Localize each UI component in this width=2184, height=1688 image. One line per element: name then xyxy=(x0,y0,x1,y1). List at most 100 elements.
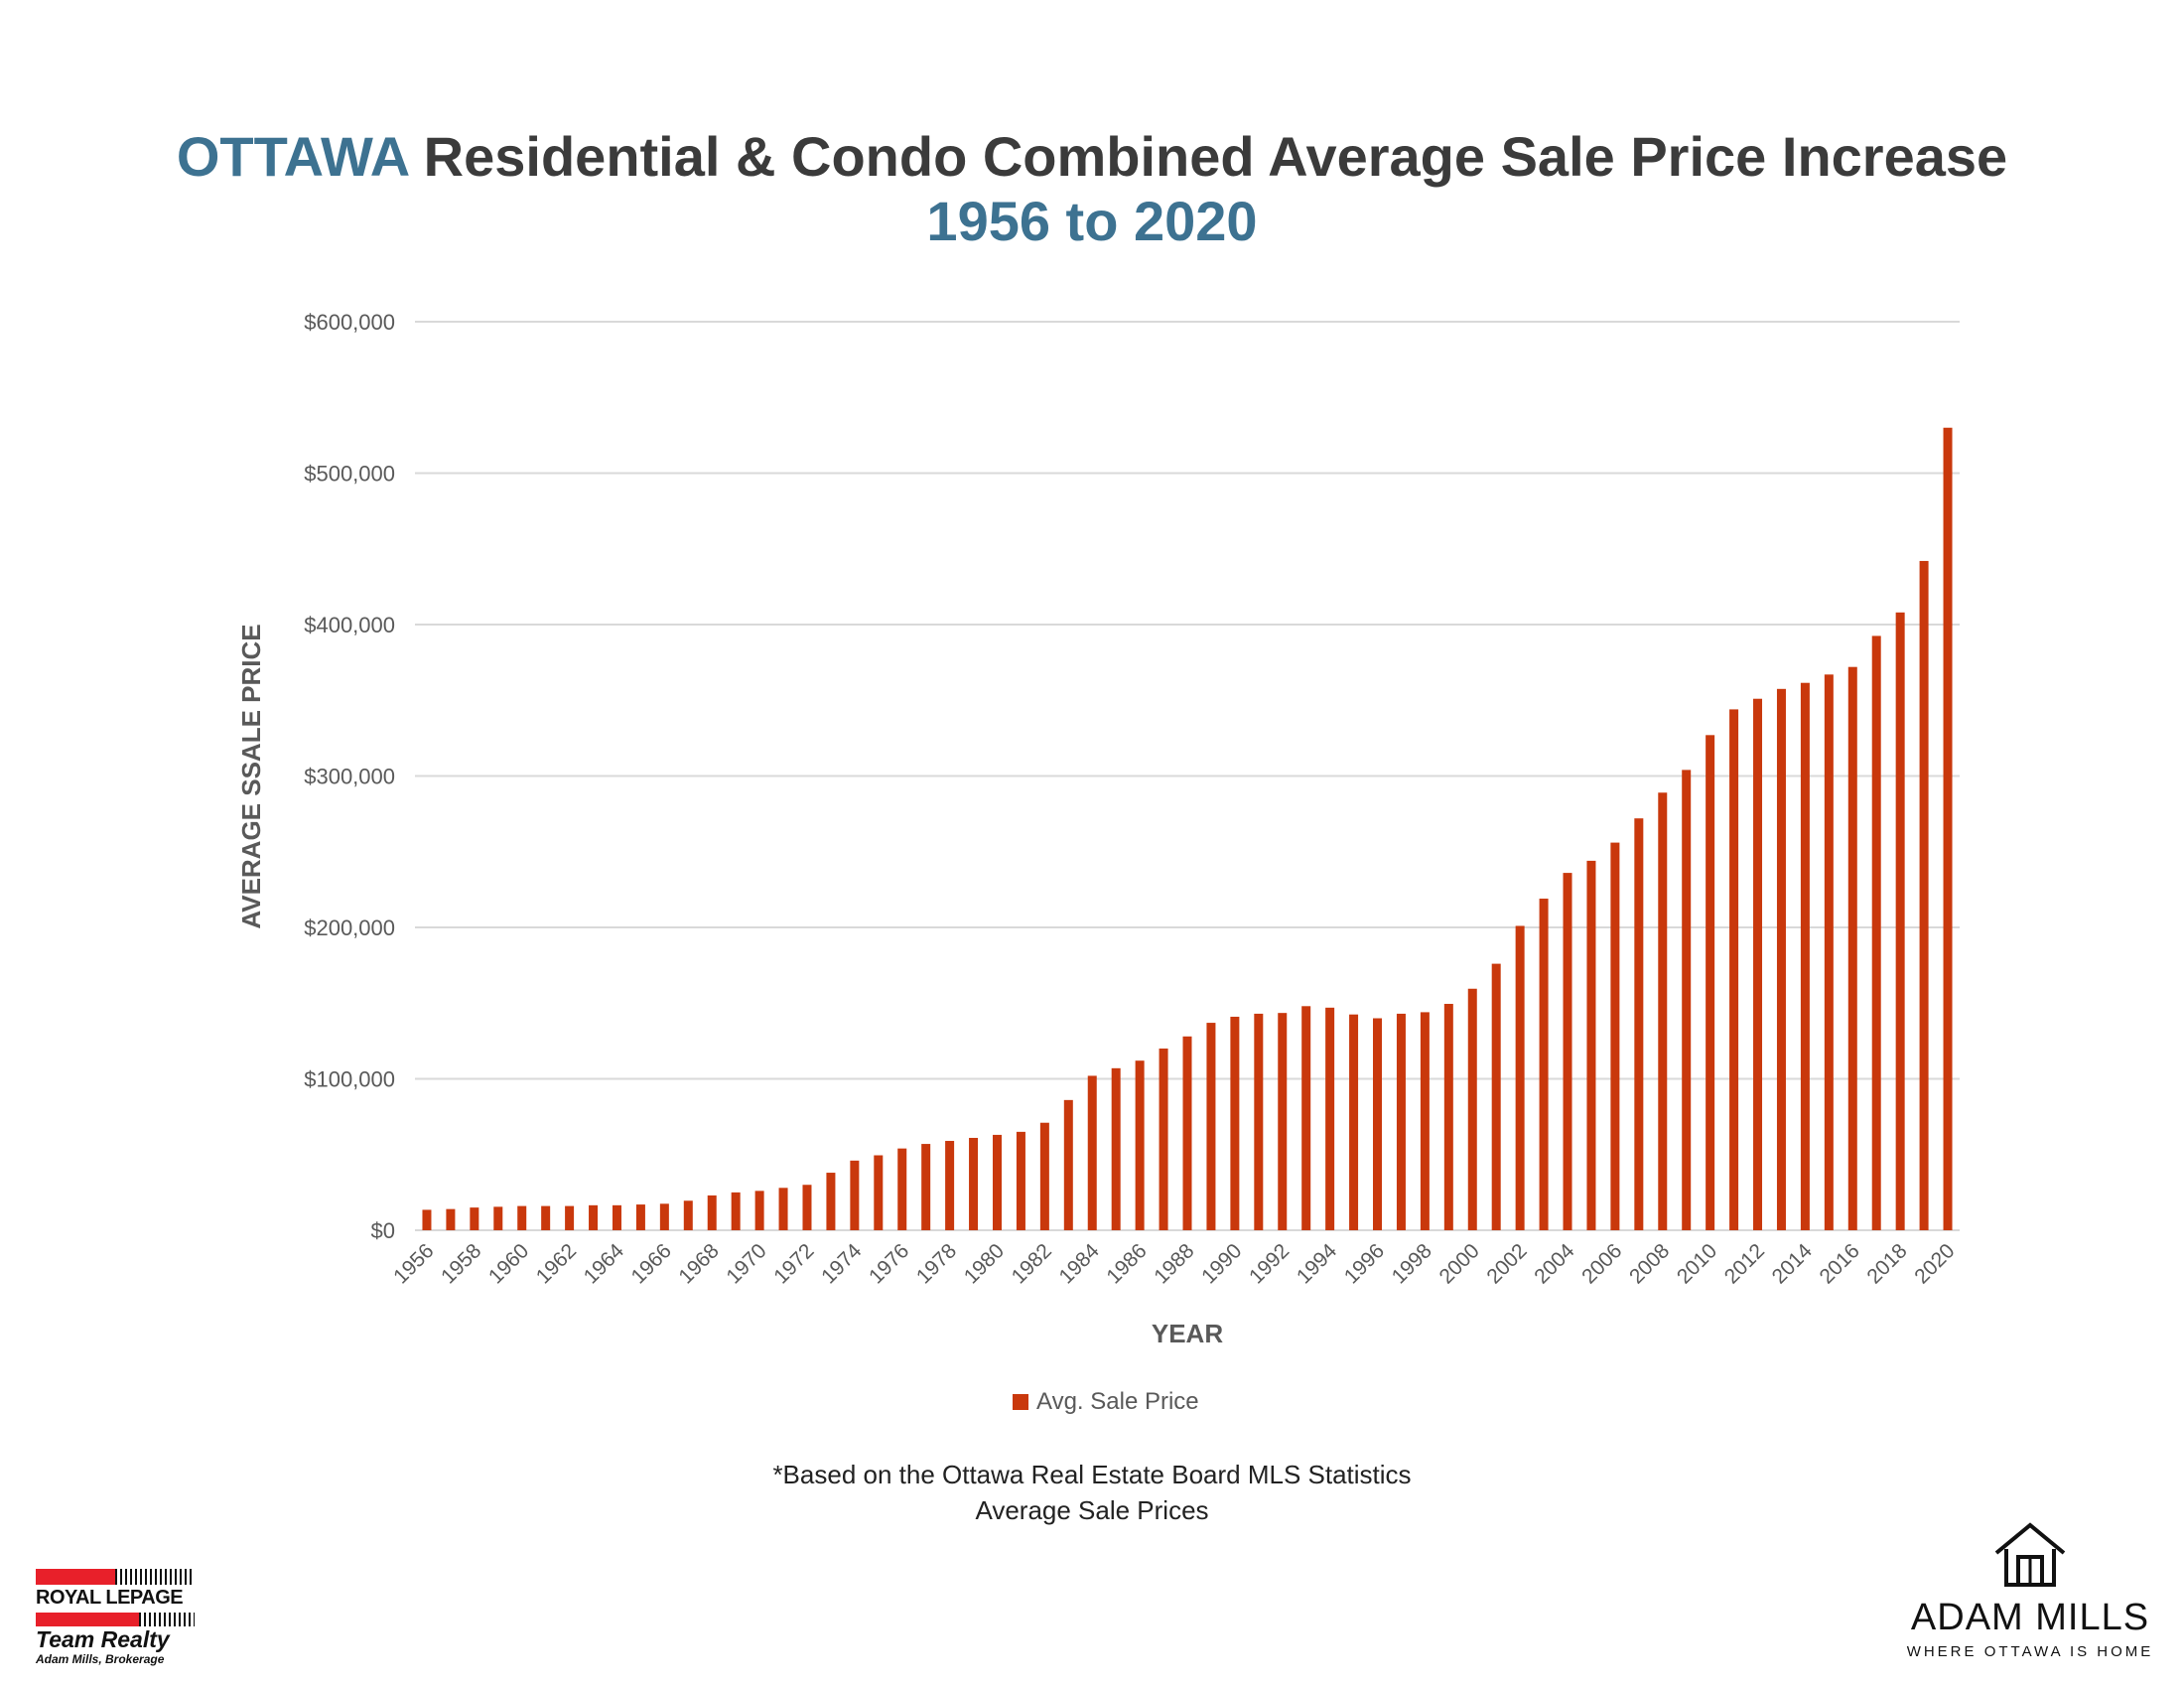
x-axis-title: YEAR xyxy=(1152,1319,1223,1348)
x-tick-label: 1962 xyxy=(532,1239,581,1288)
bar-1989 xyxy=(1206,1023,1216,1230)
y-tick-label: $500,000 xyxy=(304,462,395,487)
y-tick-label: $400,000 xyxy=(304,613,395,637)
bar-1982 xyxy=(1039,1122,1049,1230)
bar-1964 xyxy=(612,1204,621,1230)
logo-red-bar-2 xyxy=(36,1613,139,1626)
x-tick-label: 1994 xyxy=(1293,1239,1342,1289)
logo-stripes-2 xyxy=(139,1613,195,1626)
bar-2020 xyxy=(1943,427,1953,1230)
bar-1985 xyxy=(1111,1067,1121,1230)
x-tick-label: 2014 xyxy=(1768,1239,1818,1289)
bar-1957 xyxy=(446,1208,456,1230)
x-tick-label: 1968 xyxy=(674,1239,723,1288)
bar-2009 xyxy=(1682,770,1692,1230)
bar-1978 xyxy=(945,1141,955,1230)
legend: Avg. Sale Price xyxy=(1013,1388,1199,1416)
chart-title-highlight: OTTAWA xyxy=(176,125,409,188)
bar-1965 xyxy=(635,1204,645,1230)
bar-2006 xyxy=(1610,842,1620,1230)
bar-2018 xyxy=(1895,612,1905,1230)
chart-subtitle: 1956 to 2020 xyxy=(926,190,1258,252)
bar-2007 xyxy=(1634,818,1644,1230)
x-tick-label: 1992 xyxy=(1245,1239,1294,1288)
x-tick-label: 2004 xyxy=(1530,1239,1579,1289)
bar-1993 xyxy=(1301,1006,1311,1230)
x-tick-label: 2016 xyxy=(1816,1239,1864,1288)
bar-1976 xyxy=(897,1148,907,1230)
bar-1967 xyxy=(683,1200,693,1230)
bar-2017 xyxy=(1871,635,1881,1230)
bar-1981 xyxy=(1016,1131,1025,1230)
x-tick-label: 1960 xyxy=(484,1239,533,1288)
bar-1971 xyxy=(778,1188,788,1230)
bar-1992 xyxy=(1278,1013,1288,1230)
x-tick-label: 2000 xyxy=(1434,1239,1483,1288)
bar-1966 xyxy=(659,1203,669,1230)
bar-2019 xyxy=(1919,560,1929,1230)
bar-1969 xyxy=(731,1192,741,1230)
bar-1983 xyxy=(1063,1099,1073,1230)
gridlines xyxy=(415,321,1960,1231)
bar-1988 xyxy=(1182,1036,1192,1230)
adam-mills-logo: ADAM MILLS WHERE OTTAWA IS HOME xyxy=(1886,1519,2174,1668)
y-tick-label: $200,000 xyxy=(304,915,395,940)
x-tick-label: 1970 xyxy=(722,1239,770,1288)
bar-1974 xyxy=(850,1160,860,1230)
chart-title-text: Residential & Condo Combined Average Sal… xyxy=(408,125,2008,188)
bar-1997 xyxy=(1396,1013,1406,1230)
bar-1977 xyxy=(921,1144,931,1230)
x-tick-label: 2018 xyxy=(1862,1239,1911,1288)
house-icon xyxy=(1994,1522,2066,1587)
x-tick-label: 1978 xyxy=(912,1239,961,1288)
x-tick-label: 1980 xyxy=(960,1239,1009,1288)
bar-1963 xyxy=(589,1204,599,1230)
bar-2001 xyxy=(1491,963,1501,1230)
x-tick-label: 1976 xyxy=(865,1239,913,1288)
bar-2015 xyxy=(1824,674,1834,1230)
x-tick-label: 2002 xyxy=(1482,1239,1531,1288)
x-tick-label: 1958 xyxy=(437,1239,485,1288)
x-tick-label: 1990 xyxy=(1197,1239,1246,1288)
bar-2013 xyxy=(1776,688,1786,1230)
bar-1979 xyxy=(969,1137,979,1230)
bar-2012 xyxy=(1753,698,1763,1230)
x-tick-label: 1988 xyxy=(1150,1239,1198,1288)
x-axis-ticks: 1956195819601962196419661968197019721974… xyxy=(389,1239,1959,1289)
bar-1961 xyxy=(541,1205,551,1230)
y-tick-label: $300,000 xyxy=(304,765,395,789)
y-tick-label: $100,000 xyxy=(304,1067,395,1092)
logo-stripes xyxy=(115,1569,195,1585)
bar-2014 xyxy=(1800,682,1810,1230)
x-tick-label: 2020 xyxy=(1910,1239,1959,1288)
x-tick-label: 1996 xyxy=(1340,1239,1389,1288)
x-tick-label: 2006 xyxy=(1577,1239,1626,1288)
bar-1990 xyxy=(1230,1016,1240,1230)
bar-2004 xyxy=(1563,873,1572,1230)
bar-2005 xyxy=(1586,860,1596,1230)
x-tick-label: 1982 xyxy=(1008,1239,1056,1288)
bar-2003 xyxy=(1539,899,1549,1230)
adam-mills-tagline: WHERE OTTAWA IS HOME xyxy=(1906,1643,2154,1660)
x-tick-label: 1986 xyxy=(1102,1239,1151,1288)
x-tick-label: 1974 xyxy=(817,1239,867,1289)
royal-lepage-brokerage: Adam Mills, Brokerage xyxy=(36,1652,165,1666)
x-tick-label: 2010 xyxy=(1673,1239,1721,1288)
bar-1956 xyxy=(422,1209,432,1230)
x-tick-label: 1956 xyxy=(389,1239,438,1288)
bar-2016 xyxy=(1847,666,1857,1230)
bar-1987 xyxy=(1159,1049,1168,1230)
adam-mills-name: ADAM MILLS xyxy=(1910,1597,2150,1638)
bar-1995 xyxy=(1349,1014,1359,1230)
bar-1994 xyxy=(1325,1007,1335,1230)
bar-1959 xyxy=(493,1206,503,1230)
x-tick-label: 1966 xyxy=(627,1239,676,1288)
x-tick-label: 1964 xyxy=(580,1239,629,1289)
royal-lepage-logo: ROYAL LEPAGE Team Realty Adam Mills, Bro… xyxy=(36,1569,195,1666)
bar-1986 xyxy=(1135,1060,1145,1230)
bar-1970 xyxy=(754,1191,764,1230)
footnote-line-1: *Based on the Ottawa Real Estate Board M… xyxy=(772,1460,1412,1489)
bar-1996 xyxy=(1373,1018,1383,1230)
bar-1991 xyxy=(1254,1013,1264,1230)
bar-1973 xyxy=(826,1173,836,1230)
